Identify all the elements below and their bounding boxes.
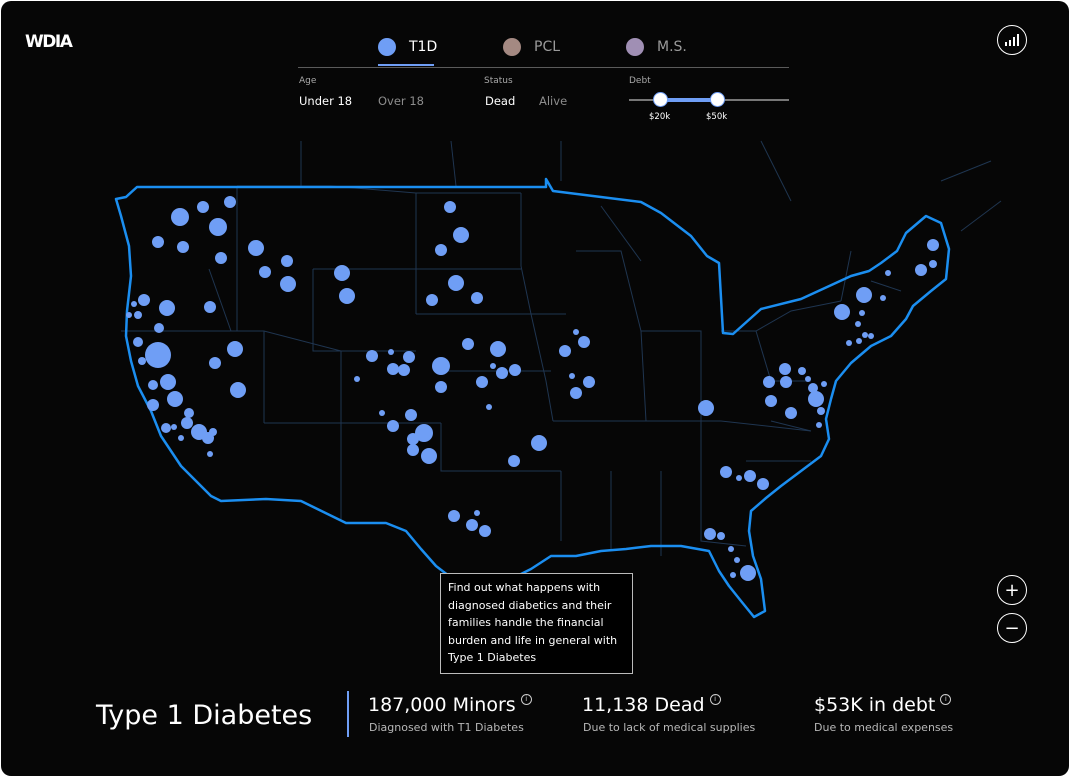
plus-icon: + xyxy=(1004,579,1020,601)
state-borders xyxy=(121,140,1002,556)
bar-chart-icon xyxy=(1005,34,1019,46)
debt-max-label: $50k xyxy=(706,112,728,122)
info-icon[interactable]: i xyxy=(940,694,952,705)
map-tooltip: Find out what happens with diagnosed dia… xyxy=(440,573,633,674)
tab-label: T1D xyxy=(409,39,438,55)
tab-label: PCL xyxy=(534,39,561,55)
age-option-over-18[interactable]: Over 18 xyxy=(378,94,424,108)
info-icon[interactable]: i xyxy=(520,694,532,705)
active-tab-indicator xyxy=(378,64,434,66)
info-icon[interactable]: i xyxy=(709,694,721,705)
debt-slider-min-handle[interactable] xyxy=(653,92,668,107)
tab-label: M.S. xyxy=(657,39,687,55)
page-title: Type 1 Diabetes xyxy=(96,700,313,731)
stat-dead-caption: Due to lack of medical supplies xyxy=(583,721,756,734)
stats-button[interactable] xyxy=(997,25,1027,55)
minus-icon: − xyxy=(1004,617,1020,639)
status-option-dead[interactable]: Dead xyxy=(485,94,516,108)
ms-dot-icon xyxy=(626,38,644,56)
status-option-alive[interactable]: Alive xyxy=(539,94,568,108)
debt-min-label: $20k xyxy=(649,112,671,122)
stat-minors-value: 187,000 Minors i xyxy=(368,694,532,716)
pcl-dot-icon xyxy=(503,38,521,56)
stat-debt-caption: Due to medical expenses xyxy=(814,721,954,734)
status-filter-label: Status xyxy=(484,76,513,86)
stat-dead-value: 11,138 Dead i xyxy=(582,694,721,716)
tab-ms[interactable]: M.S. xyxy=(626,31,687,63)
debt-slider-max-handle[interactable] xyxy=(710,92,725,107)
data-bubbles xyxy=(126,196,939,581)
tab-t1d[interactable]: T1D xyxy=(378,31,437,63)
zoom-out-button[interactable]: − xyxy=(997,613,1027,643)
debt-filter-label: Debt xyxy=(629,76,651,86)
stat-debt-value: $53K in debt i xyxy=(814,694,952,716)
us-outline xyxy=(114,177,951,619)
debt-slider-range xyxy=(660,98,717,102)
tab-pcl[interactable]: PCL xyxy=(503,31,560,63)
stat-minors-caption: Diagnosed with T1 Diabetes xyxy=(369,721,524,734)
age-filter-label: Age xyxy=(299,76,317,86)
age-option-under-18[interactable]: Under 18 xyxy=(299,94,353,108)
footer-divider xyxy=(347,691,349,737)
t1d-dot-icon xyxy=(378,38,396,56)
disease-tabs: T1D PCL M.S. xyxy=(298,27,789,68)
logo: WDIA xyxy=(25,32,73,52)
zoom-in-button[interactable]: + xyxy=(997,575,1027,605)
